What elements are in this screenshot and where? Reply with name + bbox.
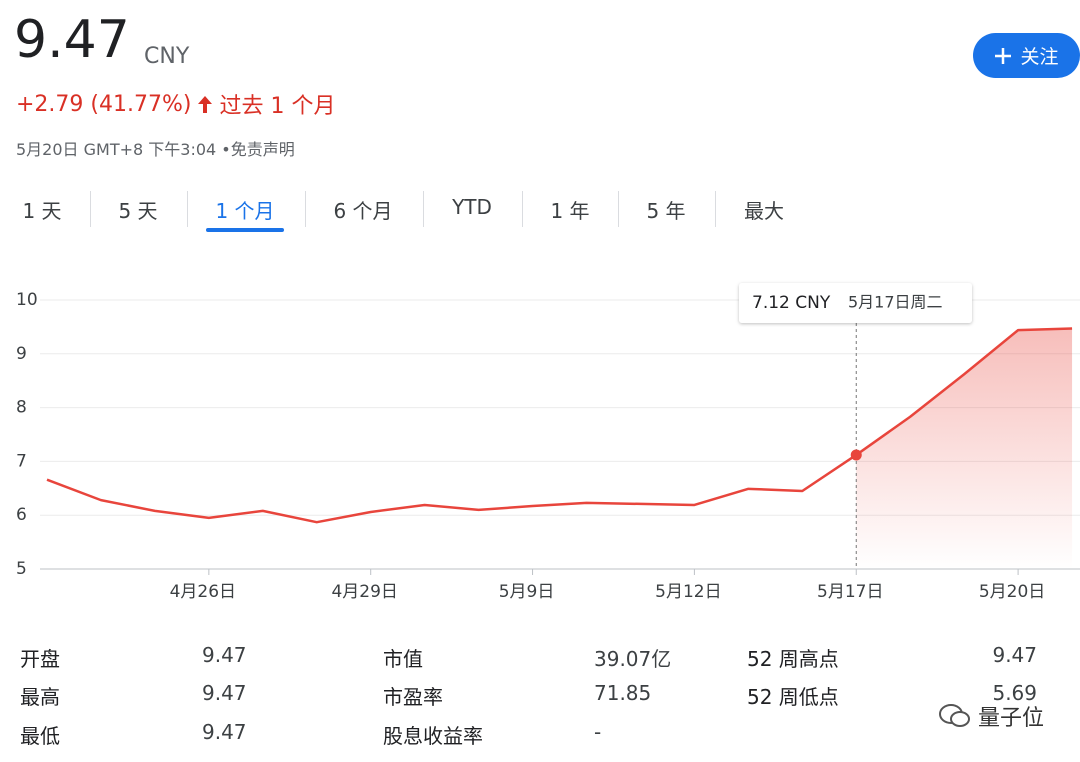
line bbox=[46, 327, 1073, 524]
x-tick-label: 5月17日 bbox=[817, 582, 883, 602]
stat-value: 9.47 bbox=[202, 643, 247, 667]
tab[interactable]: 6 个月 bbox=[333, 199, 393, 223]
price: 9.47 bbox=[14, 10, 130, 70]
follow-button[interactable]: 关注 bbox=[973, 33, 1080, 78]
x-tick-label: 5月12日 bbox=[655, 582, 721, 602]
tab-separator bbox=[90, 191, 91, 227]
y-tick-label: 8 bbox=[16, 398, 27, 418]
x-tick-label: 4月29日 bbox=[331, 582, 397, 602]
tab[interactable]: 最大 bbox=[744, 199, 784, 223]
disclaimer[interactable]: 免责声明 bbox=[230, 140, 295, 159]
tab[interactable]: 5 天 bbox=[118, 199, 158, 223]
stat-value: 5.69 bbox=[992, 681, 1037, 705]
stat-label: 最低 bbox=[20, 724, 60, 748]
change: +2.79 (41.77%) bbox=[16, 91, 192, 117]
stat-value: - bbox=[594, 720, 602, 744]
stat-value: 9.47 bbox=[992, 643, 1037, 667]
x-tick-label: 4月26日 bbox=[170, 582, 236, 602]
stat-label: 最高 bbox=[20, 685, 60, 709]
up-arrow bbox=[198, 96, 213, 113]
stat-label: 市值 bbox=[383, 647, 423, 671]
tab-separator bbox=[187, 191, 188, 227]
tab-underline bbox=[206, 228, 284, 232]
tab-separator bbox=[715, 191, 716, 227]
tab[interactable]: 1 天 bbox=[22, 199, 62, 223]
currency: CNY bbox=[144, 44, 190, 69]
timestamp: 5月20日 GMT+8 下午3:04 bbox=[16, 140, 217, 159]
plus-icon bbox=[995, 47, 1012, 64]
stat-value: 9.47 bbox=[202, 681, 247, 705]
tab-separator bbox=[522, 191, 523, 227]
hover-point bbox=[850, 449, 862, 461]
tooltip-box bbox=[739, 283, 972, 323]
y-tick-label: 7 bbox=[16, 451, 27, 471]
stat-value: 71.85 bbox=[594, 681, 652, 705]
tooltip-value: 7.12 CNY bbox=[752, 293, 831, 313]
stat-label: 开盘 bbox=[20, 647, 60, 671]
tab-separator bbox=[618, 191, 619, 227]
follow-label: 关注 bbox=[1020, 46, 1059, 68]
tab-separator bbox=[305, 191, 306, 227]
watermark: 量子位 bbox=[938, 700, 1044, 732]
stat-label: 52 周高点 bbox=[747, 647, 839, 671]
wechat-icon bbox=[938, 704, 970, 727]
chart: 5 6 7 8 9 10 4月26日 4月29日 5月9日 5月12日 5月17日 5月20日 7.12… bbox=[16, 283, 1080, 602]
tab[interactable]: 5 年 bbox=[646, 199, 686, 223]
change-row: +2.79 (41.77%) 过去 1 个月 bbox=[16, 88, 335, 120]
stat-label: 股息收益率 bbox=[383, 724, 483, 748]
watermark-text: 量子位 bbox=[977, 706, 1044, 731]
x-tick-label: 5月20日 bbox=[979, 582, 1045, 602]
y-tick-label: 6 bbox=[16, 505, 27, 525]
tab-separator bbox=[423, 191, 424, 227]
y-tick-label: 5 bbox=[16, 559, 27, 579]
tab[interactable]: YTD bbox=[452, 195, 492, 219]
y-tick-label: 10 bbox=[16, 290, 38, 310]
area bbox=[856, 328, 1073, 569]
stat-value: 39.07亿 bbox=[594, 647, 672, 671]
y-tick-label: 9 bbox=[16, 344, 27, 364]
tab[interactable]: 1 个月 bbox=[215, 199, 275, 223]
stat-label: 市盈率 bbox=[383, 685, 443, 709]
tab[interactable]: 1 年 bbox=[550, 199, 590, 223]
timestamp-row: 5月20日 GMT+8 下午3:04 免责声明 bbox=[16, 136, 295, 160]
stat-value: 9.47 bbox=[202, 720, 247, 744]
x-tick-label: 5月9日 bbox=[499, 582, 555, 602]
period: 过去 1 个月 bbox=[219, 94, 336, 119]
tooltip-date: 5月17日周二 bbox=[848, 293, 943, 312]
stat-label: 52 周低点 bbox=[747, 685, 839, 709]
